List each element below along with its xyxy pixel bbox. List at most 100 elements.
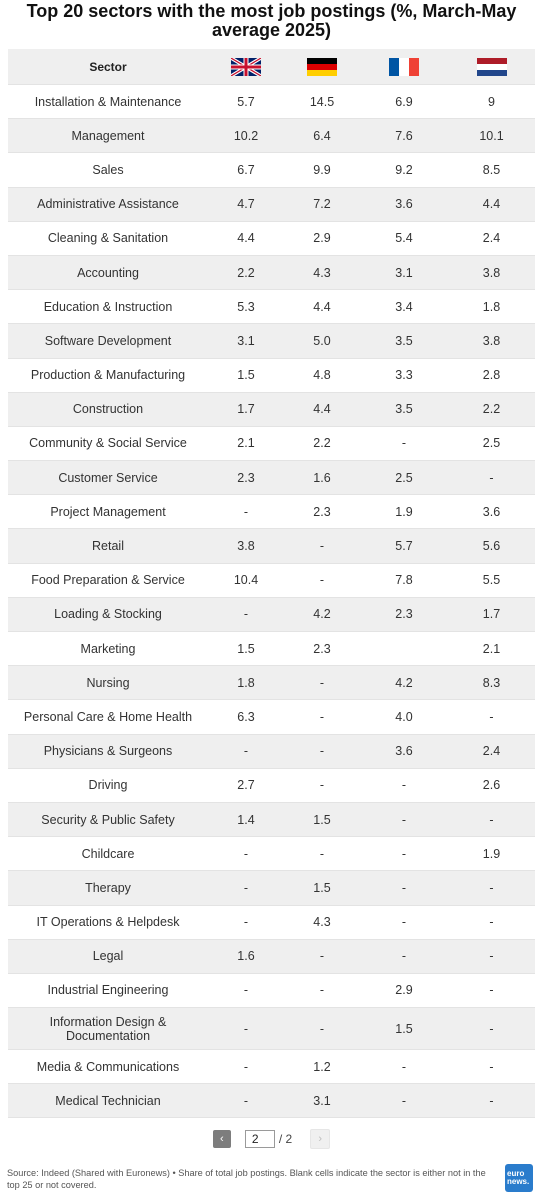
sector-cell: Administrative Assistance <box>8 187 208 222</box>
sector-cell: Personal Care & Home Health <box>8 699 208 735</box>
netherlands-value-cell: 2.2 <box>448 392 535 427</box>
sector-cell: Sales <box>8 152 208 188</box>
table-row: Education & Instruction 5.3 4.4 3.4 1.8 <box>8 289 535 325</box>
germany-column-header[interactable] <box>284 49 360 85</box>
uk-value-cell: 5.7 <box>208 84 284 120</box>
germany-value-cell: 4.3 <box>284 255 360 291</box>
netherlands-value-cell: - <box>448 905 535 940</box>
france-value-cell: 3.3 <box>360 358 448 393</box>
netherlands-value-cell: - <box>448 699 535 735</box>
uk-value-cell: 2.1 <box>208 426 284 462</box>
sector-cell: Production & Manufacturing <box>8 358 208 393</box>
france-value-cell: - <box>360 836 448 872</box>
chart-title: Top 20 sectors with the most job posting… <box>26 1 517 40</box>
uk-value-cell: - <box>208 597 284 633</box>
germany-value-cell: 1.6 <box>284 460 360 496</box>
uk-value-cell: - <box>208 870 284 906</box>
netherlands-value-cell: - <box>448 870 535 906</box>
sector-cell: Childcare <box>8 836 208 872</box>
uk-value-cell: - <box>208 836 284 872</box>
uk-value-cell: 3.8 <box>208 528 284 564</box>
table-row: Nursing 1.8-4.2 8.3 <box>8 665 535 701</box>
germany-value-cell: 1.5 <box>284 870 360 906</box>
netherlands-value-cell: 2.4 <box>448 734 535 769</box>
sector-cell: Security & Public Safety <box>8 802 208 838</box>
sector-cell: IT Operations & Helpdesk <box>8 905 208 940</box>
table-row: Sales 6.7 9.9 9.2 8.5 <box>8 152 535 188</box>
previous-page-button[interactable]: ‹ <box>212 1130 231 1148</box>
netherlands-value-cell: 5.6 <box>448 528 535 564</box>
sector-cell: Construction <box>8 392 208 427</box>
uk-value-cell: - <box>208 1049 284 1085</box>
table-row: Accounting 2.2 4.3 3.1 3.8 <box>8 255 535 291</box>
uk-value-cell: - <box>208 973 284 1009</box>
uk-flag-icon <box>231 57 261 76</box>
table-row: Production & Manufacturing 1.5 4.8 3.3 2.8 <box>8 358 535 393</box>
uk-value-cell: 4.4 <box>208 221 284 256</box>
table-row: Information Design & Documentation - -1.5- <box>8 1007 535 1051</box>
france-value-cell: 2.9 <box>360 973 448 1009</box>
france-value-cell: 2.5 <box>360 460 448 496</box>
uk-value-cell: 1.7 <box>208 392 284 427</box>
netherlands-column-header[interactable] <box>448 49 535 85</box>
germany-flag-icon <box>307 57 337 76</box>
sector-cell: Education & Instruction <box>8 289 208 325</box>
table-row: Loading & Stocking -4.2 2.3 1.7 <box>8 597 535 633</box>
germany-value-cell: 1.5 <box>284 802 360 838</box>
france-value-cell: 3.6 <box>360 734 448 769</box>
france-value-cell: 4.2 <box>360 665 448 701</box>
france-column-header[interactable] <box>360 49 448 85</box>
france-value-cell: 5.4 <box>360 221 448 256</box>
netherlands-value-cell: - <box>448 802 535 838</box>
uk-value-cell: - <box>208 1007 284 1051</box>
sector-column-header[interactable]: Sector <box>8 49 208 85</box>
netherlands-value-cell: - <box>448 973 535 1009</box>
uk-value-cell: 2.3 <box>208 460 284 496</box>
sector-cell: Retail <box>8 528 208 564</box>
next-page-button[interactable]: › <box>310 1129 331 1149</box>
germany-value-cell: 9.9 <box>284 152 360 188</box>
uk-value-cell: - <box>208 734 284 769</box>
sector-cell: Marketing <box>8 631 208 667</box>
sector-cell: Accounting <box>8 255 208 291</box>
uk-value-cell: - <box>208 494 284 530</box>
germany-value-cell: 1.2 <box>284 1049 360 1085</box>
france-value-cell: - <box>360 870 448 906</box>
sector-cell: Driving <box>8 768 208 803</box>
germany-value-cell: 2.3 <box>284 494 360 530</box>
germany-value-cell: - <box>284 939 360 974</box>
germany-value-cell: 2.2 <box>284 426 360 462</box>
france-value-cell: 7.8 <box>360 563 448 598</box>
table-row: Community & Social Service 2.1 2.2-2.5 <box>8 426 535 462</box>
sector-cell: Physicians & Surgeons <box>8 734 208 769</box>
netherlands-value-cell: 3.8 <box>448 255 535 291</box>
sector-cell: Food Preparation & Service <box>8 563 208 598</box>
netherlands-value-cell: 2.5 <box>448 426 535 462</box>
table-row: Media & Communications -1.2- - <box>8 1049 535 1085</box>
netherlands-value-cell: 8.5 <box>448 152 535 188</box>
germany-value-cell: 5.0 <box>284 323 360 359</box>
sector-cell: Customer Service <box>8 460 208 496</box>
uk-value-cell: 1.6 <box>208 939 284 974</box>
netherlands-value-cell: 1.9 <box>448 836 535 872</box>
pagination: ‹ 2 / 2 › <box>0 1128 543 1150</box>
uk-value-cell: 1.8 <box>208 665 284 701</box>
netherlands-value-cell: 8.3 <box>448 665 535 701</box>
france-value-cell: 9.2 <box>360 152 448 188</box>
table-row: Medical Technician -3.1- - <box>8 1083 535 1119</box>
euronews-logo[interactable]: euro news. <box>505 1164 533 1192</box>
france-value-cell: - <box>360 426 448 462</box>
page-number-input[interactable]: 2 <box>244 1130 275 1148</box>
france-value-cell: 4.0 <box>360 699 448 735</box>
sector-cell: Medical Technician <box>8 1083 208 1119</box>
uk-value-cell: 2.2 <box>208 255 284 291</box>
germany-value-cell: - <box>284 973 360 1009</box>
uk-column-header[interactable] <box>208 49 284 85</box>
netherlands-value-cell: 3.6 <box>448 494 535 530</box>
uk-value-cell: 10.4 <box>208 563 284 598</box>
germany-value-cell: 3.1 <box>284 1083 360 1119</box>
france-value-cell: - <box>360 1049 448 1085</box>
germany-value-cell: - <box>284 563 360 598</box>
germany-value-cell: - <box>284 528 360 564</box>
germany-value-cell: - <box>284 1007 360 1051</box>
